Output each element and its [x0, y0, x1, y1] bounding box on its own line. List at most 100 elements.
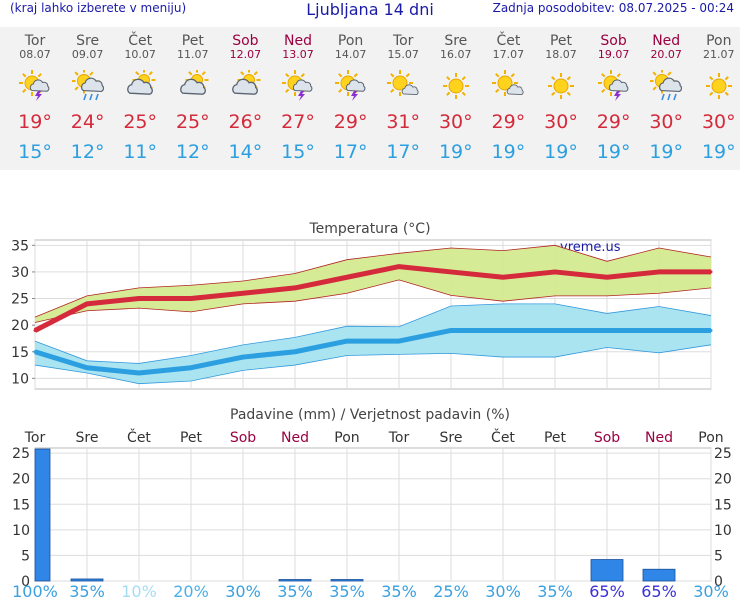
- data-point: [605, 328, 609, 332]
- max-temperature: 30°: [544, 111, 578, 133]
- day-name: Sob: [232, 33, 259, 49]
- day-name: Sre: [444, 33, 468, 49]
- max-temperature: 30°: [649, 111, 684, 133]
- data-point: [293, 286, 297, 290]
- sunny-icon: [545, 70, 577, 102]
- max-temperature: 19°: [18, 111, 52, 133]
- day-name: Tor: [392, 33, 414, 49]
- sun-small-cloud-icon: [492, 70, 524, 102]
- day-name: Ned: [284, 33, 312, 49]
- min-temperature: 19°: [596, 141, 631, 163]
- data-point: [709, 328, 713, 332]
- data-point: [501, 275, 505, 279]
- partly-cloudy-icon: [229, 68, 261, 102]
- y-tick-label: 20: [11, 318, 29, 334]
- thunderstorm-sun-icon: [334, 70, 367, 102]
- day-name: Sob: [600, 33, 627, 49]
- y-tick-label-right: 5: [714, 548, 723, 564]
- min-temperature: 19°: [649, 141, 684, 163]
- precipitation-probability: 30%: [693, 582, 729, 600]
- data-point: [345, 339, 349, 343]
- precipitation-bar: [642, 568, 676, 582]
- max-temperature: 29°: [596, 111, 631, 133]
- daily-forecast-strip: Tor 08.07 19° 15° Sre 09.07 24° 12° Čet 10.07 25° 1…: [0, 27, 740, 170]
- rain-sun-cloud-icon: [71, 68, 104, 102]
- day-date: 16.07: [440, 48, 472, 61]
- x-tick-label: Pon: [698, 430, 723, 446]
- precipitation-probability: 35%: [381, 582, 417, 600]
- day-date: 12.07: [229, 48, 262, 61]
- chart-title: Temperatura (°C): [308, 221, 430, 237]
- max-temperature: 24°: [70, 111, 105, 133]
- precipitation-chart: Padavine (mm) / Verjetnost padavin (%) To…: [12, 407, 732, 600]
- x-tick-label: Ned: [281, 430, 309, 446]
- y-tick-label: 15: [11, 345, 29, 361]
- max-temperature: 31°: [386, 111, 421, 133]
- day-name: Pon: [337, 33, 364, 49]
- y-tick-label-right: 20: [714, 472, 732, 488]
- max-temperature: 30°: [701, 111, 736, 133]
- range-band-lower: [34, 344, 712, 385]
- data-point: [553, 328, 557, 332]
- day-date: 11.07: [177, 48, 209, 61]
- y-tick-label: 30: [11, 265, 29, 281]
- min-temperature: 19°: [438, 141, 473, 163]
- day-name: Pet: [181, 33, 204, 49]
- y-tick-label: 0: [21, 574, 30, 590]
- data-point: [449, 270, 453, 274]
- precipitation-probability: 35%: [537, 582, 573, 600]
- data-point: [657, 270, 661, 274]
- x-tick-label: Čet: [491, 428, 515, 446]
- data-point: [189, 366, 193, 370]
- max-temperature: 29°: [491, 111, 526, 133]
- max-temperature: 30°: [438, 111, 473, 133]
- min-temperature: 15°: [18, 141, 52, 163]
- day-date: 20.07: [650, 48, 682, 61]
- sun-small-cloud-icon: [387, 70, 419, 102]
- precipitation-bar: [34, 448, 51, 582]
- x-tick-label: Tor: [24, 430, 46, 446]
- thunderstorm-sun-icon: [282, 70, 314, 102]
- data-point: [137, 297, 141, 301]
- chart-title: Padavine (mm) / Verjetnost padavin (%): [230, 407, 510, 423]
- precipitation-probability: 30%: [225, 582, 261, 600]
- data-point: [85, 302, 89, 306]
- page-title: Ljubljana 14 dni: [306, 0, 434, 19]
- data-point: [241, 291, 245, 295]
- data-point: [33, 350, 37, 354]
- precipitation-probability: 65%: [641, 582, 677, 600]
- day-date: 09.07: [71, 48, 104, 61]
- range-band-upper: [34, 303, 712, 364]
- min-temperature-line: [34, 327, 711, 376]
- y-tick-label: 25: [12, 446, 30, 462]
- min-temperature: 14°: [228, 141, 263, 163]
- y-tick-label-right: 0: [714, 574, 723, 590]
- data-point: [709, 270, 713, 274]
- day-date: 14.07: [334, 48, 367, 61]
- day-name: Čet: [128, 33, 153, 49]
- min-temperature: 11°: [123, 141, 158, 163]
- x-tick-label: Čet: [127, 428, 151, 446]
- thunderstorm-sun-icon: [597, 70, 630, 102]
- y-tick-label: 25: [11, 292, 29, 308]
- day-date: 19.07: [597, 48, 630, 61]
- min-temperature: 17°: [333, 141, 368, 163]
- partly-cloudy-icon: [177, 68, 209, 102]
- day-date: 10.07: [124, 48, 156, 61]
- min-temperature: 17°: [386, 141, 421, 163]
- max-temperature: 29°: [333, 111, 368, 133]
- day-date: 13.07: [282, 48, 314, 61]
- max-temperature: 25°: [123, 111, 158, 133]
- y-tick-label-right: 10: [714, 523, 732, 539]
- precipitation-probability: 65%: [589, 582, 625, 600]
- data-point: [293, 350, 297, 354]
- precipitation-probability: 30%: [485, 582, 521, 600]
- data-point: [241, 355, 245, 359]
- min-temperature: 19°: [491, 141, 526, 163]
- min-temperature: 12°: [70, 141, 105, 163]
- x-tick-label: Sre: [440, 430, 463, 446]
- data-point: [85, 366, 89, 370]
- day-name: Pet: [549, 33, 573, 49]
- data-point: [137, 371, 141, 375]
